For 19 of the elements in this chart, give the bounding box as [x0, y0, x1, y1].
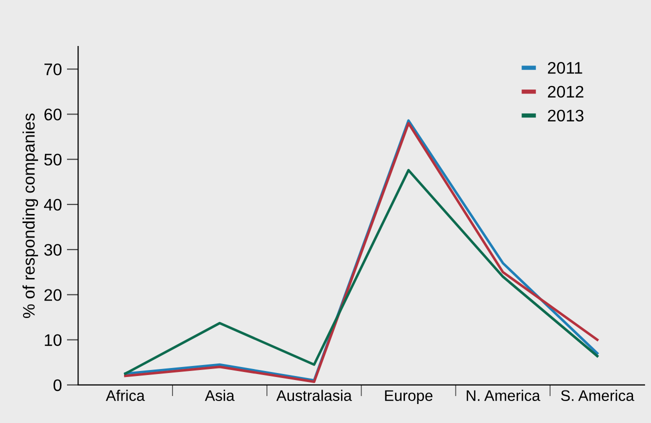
y-tick-label: 50 [44, 154, 62, 166]
y-tick-label: 40 [44, 198, 62, 211]
y-tick-label: 30 [44, 244, 62, 256]
x-tick-label: Australasia [276, 390, 352, 402]
legend-label: 2012 [548, 86, 584, 98]
x-tick-label: S. America [561, 390, 634, 402]
line-series [124, 168, 599, 375]
legend-label: 2013 [548, 110, 584, 122]
x-tick-label: N. America [466, 390, 540, 402]
y-axis-title: % of responding companies [22, 113, 38, 318]
y-tick-label: 0 [54, 379, 62, 392]
y-tick-label: 60 [44, 108, 62, 120]
y-tick-label: 20 [44, 289, 62, 301]
y-tick-label: 70 [44, 63, 62, 76]
x-tick-label: Africa [106, 390, 145, 402]
legend-label: 2011 [548, 62, 582, 74]
x-tick-label: Europe [385, 390, 432, 404]
y-tick-label: 10 [44, 334, 62, 346]
x-tick-label: Asia [204, 390, 235, 402]
